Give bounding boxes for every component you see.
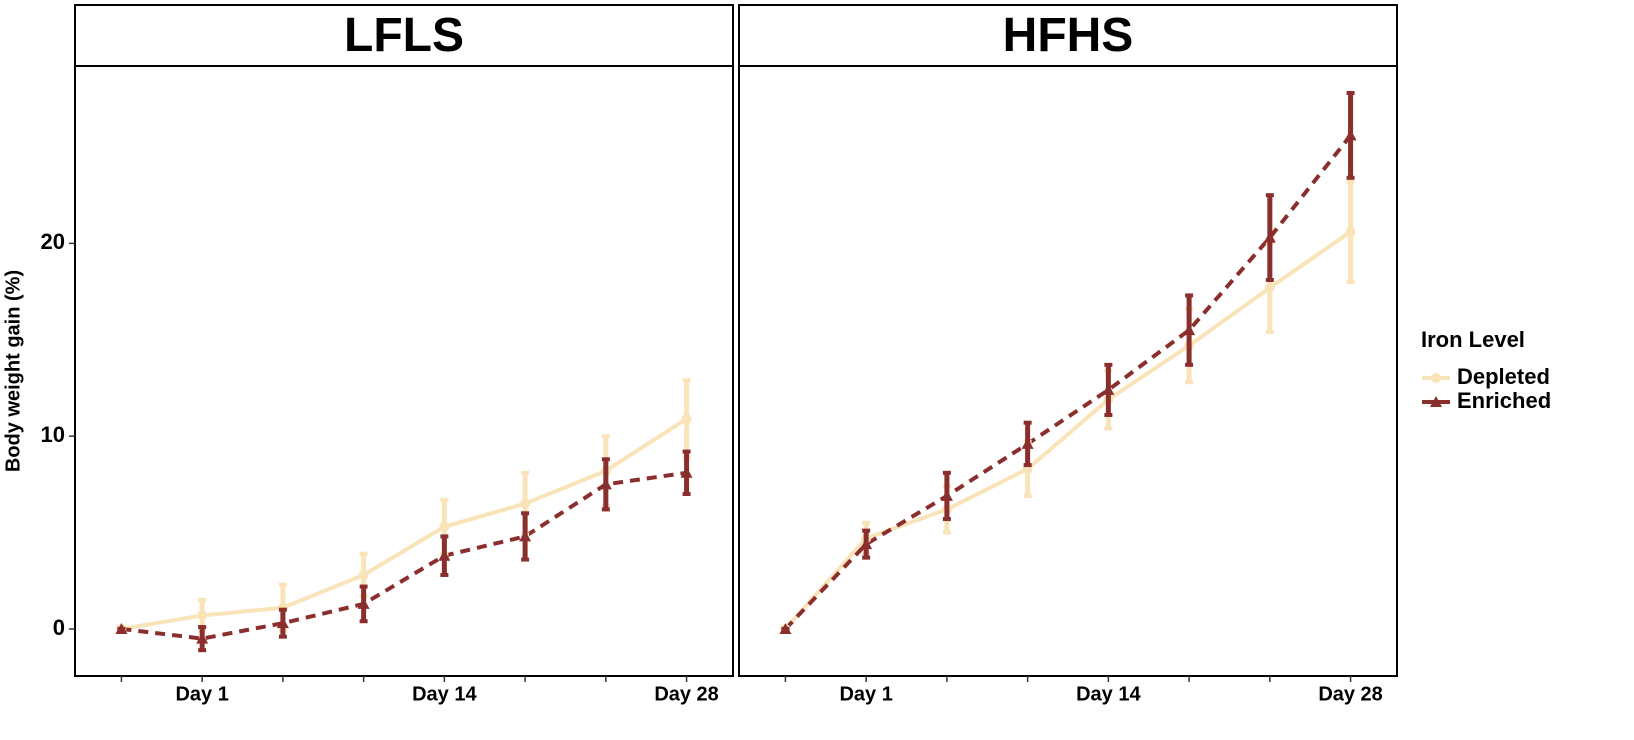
series-line	[121, 470, 687, 641]
strip	[738, 4, 1398, 67]
point	[520, 498, 531, 509]
x-tick-label: Day 14	[1076, 683, 1141, 705]
point	[599, 478, 612, 490]
point	[357, 597, 370, 609]
point	[940, 489, 953, 501]
point	[1263, 231, 1276, 243]
y-tick-label: 20	[41, 229, 65, 254]
point	[115, 622, 128, 634]
point	[358, 569, 369, 580]
panel-frame	[74, 65, 734, 677]
x-tick-label: Day 14	[412, 683, 477, 705]
legend-label: Depleted	[1457, 364, 1550, 389]
legend-title: Iron Level	[1421, 327, 1525, 352]
point	[439, 521, 450, 532]
point	[1345, 226, 1356, 237]
point	[1183, 324, 1196, 336]
point	[519, 530, 532, 542]
series-line	[783, 230, 1352, 631]
panel-title: LFLS	[344, 9, 464, 62]
point	[1344, 129, 1357, 141]
point	[1102, 383, 1115, 395]
strip	[74, 4, 734, 67]
point	[1264, 282, 1275, 293]
y-axis-label: Body weight gain (%)	[2, 270, 24, 472]
legend-marker	[1431, 373, 1441, 383]
series-line	[121, 417, 688, 631]
x-tick-label: Day 1	[175, 683, 228, 705]
point	[196, 632, 209, 644]
x-tick-label: Day 28	[1318, 683, 1383, 705]
point	[860, 538, 873, 550]
legend-marker	[1430, 396, 1442, 407]
point	[681, 413, 692, 424]
point	[1021, 437, 1034, 449]
point	[779, 622, 792, 634]
point	[276, 617, 289, 629]
point	[197, 610, 208, 621]
y-tick-label: 0	[53, 615, 65, 640]
point	[680, 466, 693, 478]
y-tick-label: 10	[41, 422, 65, 447]
x-tick-label: Day 28	[654, 683, 719, 705]
panel-title: HFHS	[1003, 9, 1134, 62]
panel-frame	[738, 65, 1398, 677]
x-tick-label: Day 1	[839, 683, 892, 705]
legend-label: Enriched	[1457, 388, 1551, 413]
point	[438, 549, 451, 561]
